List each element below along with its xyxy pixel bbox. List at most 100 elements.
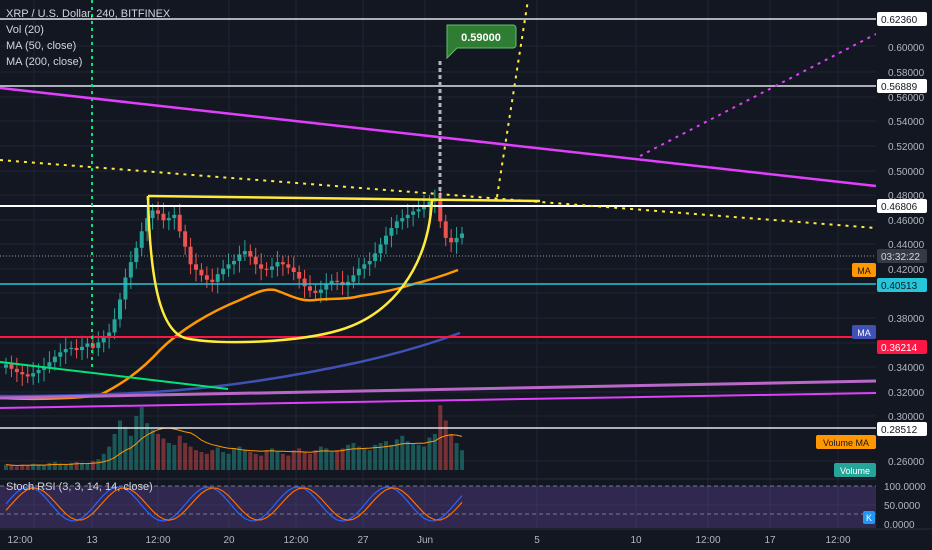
volume-bar	[112, 434, 117, 470]
volume-ma-tag-text: Volume MA	[823, 438, 869, 448]
volume-bar	[161, 438, 166, 470]
candle-body	[237, 254, 242, 261]
candle-body	[20, 372, 25, 375]
price-tag-040513-box	[877, 278, 927, 292]
legend-ma50[interactable]: MA (50, close)	[6, 40, 77, 52]
price-tick-label: 0.56000	[888, 93, 925, 104]
volume-tag-text: Volume	[840, 466, 870, 476]
volume-bar	[9, 465, 14, 470]
volume-bar	[291, 450, 296, 470]
volume-bar	[394, 439, 399, 470]
ma200-tag-box	[852, 325, 876, 339]
volume-bar	[460, 450, 464, 470]
countdown-tag-box	[877, 249, 927, 263]
candle-body	[52, 356, 57, 363]
candle-body	[183, 231, 188, 247]
candle-body	[286, 264, 291, 268]
volume-bar	[183, 443, 188, 470]
candle-body	[145, 218, 150, 232]
candle-body	[210, 279, 215, 282]
candle-body	[329, 280, 334, 285]
volume-bar	[259, 455, 264, 470]
ma200-tag: MA	[852, 325, 876, 339]
time-tick-label: 10	[630, 535, 642, 546]
rsi-band	[0, 486, 876, 528]
candle-body	[280, 262, 285, 265]
volume-bar	[80, 462, 84, 470]
volume-bar	[4, 464, 8, 470]
time-tick-label: 17	[764, 535, 776, 546]
volume-bar	[96, 459, 101, 470]
candle-body	[204, 275, 209, 280]
volume-bar	[449, 434, 454, 470]
price-tag-040513-text: 0.40513	[881, 281, 918, 292]
price-tag-046806-text: 0.46806	[881, 202, 918, 213]
candle-body	[373, 253, 378, 261]
rsi-k-tag: K	[863, 511, 875, 524]
candle-body	[199, 269, 204, 276]
candle-body	[150, 210, 155, 219]
candle-body	[31, 373, 36, 377]
volume-bar	[226, 453, 231, 470]
volume-bar	[199, 452, 204, 470]
candle-body	[232, 261, 236, 265]
volume-bar	[432, 434, 437, 470]
price-tick-label: 0.60000	[888, 43, 925, 54]
price-tag-056889-text: 0.56889	[881, 82, 918, 93]
candle-body	[460, 233, 464, 238]
volume-bar	[215, 447, 220, 470]
price-tag-036214: 0.36214	[877, 340, 927, 354]
candle-body	[356, 268, 361, 276]
volume-bar	[253, 453, 258, 470]
price-tick-label: 0.58000	[888, 68, 925, 79]
volume-bar	[324, 448, 329, 470]
candle-body	[156, 210, 160, 214]
price-tick-label: 0.50000	[888, 167, 925, 178]
legend-ma200[interactable]: MA (200, close)	[6, 56, 83, 68]
price-tag-028512: 0.28512	[877, 422, 927, 436]
candle-body	[405, 214, 410, 219]
volume-bar	[297, 448, 302, 470]
candle-body	[63, 349, 68, 353]
ma50-tag-text: MA	[857, 266, 871, 276]
price-tick-label: 0.26000	[888, 457, 925, 468]
legend-volume[interactable]: Vol (20)	[6, 24, 44, 36]
countdown-tag: 03:32:22	[877, 249, 927, 263]
candle-body	[335, 280, 340, 282]
volume-bar	[210, 450, 215, 470]
cup-pattern	[146, 195, 434, 344]
rsi-tick-label: 100.0000	[884, 482, 926, 493]
time-tick-label: Jun	[417, 535, 433, 546]
candle-body	[188, 246, 193, 265]
candle-body	[242, 251, 247, 255]
volume-bar	[177, 435, 182, 470]
volume-tag: Volume	[834, 463, 876, 477]
candle-body	[112, 319, 117, 333]
ma50-tag-box	[852, 263, 876, 277]
candle-body	[264, 268, 269, 270]
volume-bar	[85, 463, 90, 470]
target-label-text: 0.59000	[461, 32, 501, 44]
candle-body	[42, 366, 46, 370]
candle-body	[454, 237, 459, 243]
candle-body	[270, 266, 274, 270]
rsi-title[interactable]: Stoch RSI (3, 3, 14, 14, close)	[6, 481, 153, 493]
cup-rim	[147, 194, 541, 203]
candle-body	[194, 264, 198, 270]
volume-bar	[150, 429, 155, 470]
volume-bar	[221, 452, 226, 470]
symbol-title[interactable]: XRP / U.S. Dollar, 240, BITFINEX	[6, 8, 171, 20]
candle-body	[107, 332, 112, 337]
price-tag-056889-box	[877, 79, 927, 93]
volume-bar	[166, 443, 171, 470]
countdown-tag-text: 03:32:22	[881, 252, 920, 263]
volume-bar	[156, 434, 160, 470]
volume-bar	[405, 441, 410, 470]
ma200-tag-text: MA	[857, 328, 871, 338]
candle-body	[80, 346, 84, 351]
candle-body	[134, 247, 139, 263]
price-tag-036214-text: 0.36214	[881, 343, 918, 354]
volume-bar	[134, 416, 139, 470]
candle-body	[318, 289, 323, 293]
